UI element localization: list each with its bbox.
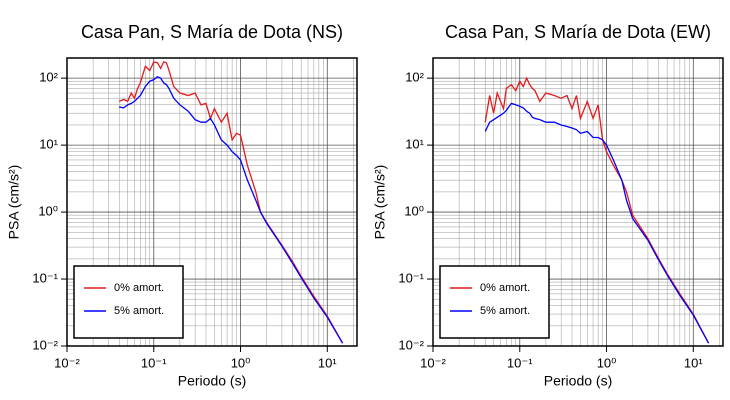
x-axis-label: Periodo (s) <box>178 373 246 389</box>
y-tick-label: 10² <box>39 70 58 85</box>
series-line <box>119 75 344 344</box>
y-tick-label: 10⁰ <box>38 204 58 219</box>
y-tick-label: 10⁻² <box>398 337 424 352</box>
legend: 0% amort. 5% amort. <box>439 265 550 339</box>
x-tick-label: 10⁰ <box>597 355 617 370</box>
legend: 0% amort. 5% amort. <box>73 265 184 339</box>
y-tick-label: 10¹ <box>405 137 424 152</box>
x-tick-label: 10⁻¹ <box>507 355 533 370</box>
plot-frame <box>66 57 358 347</box>
x-tick-label: 10⁻¹ <box>141 355 167 370</box>
x-tick-label: 10⁰ <box>231 355 251 370</box>
x-tick-label: 10⁻² <box>420 355 446 370</box>
y-tick-label: 10¹ <box>39 137 58 152</box>
chart-title: Casa Pan, S María de Dota (NS) <box>81 22 343 42</box>
legend-label: 0% amort. <box>480 282 530 294</box>
chart-title: Casa Pan, S María de Dota (EW) <box>445 22 711 42</box>
y-tick-label: 10² <box>405 70 424 85</box>
plot-frame <box>432 57 724 347</box>
y-tick-label: 10⁰ <box>404 204 424 219</box>
y-tick-label: 10⁻¹ <box>398 270 424 285</box>
x-tick-label: 10¹ <box>318 355 337 370</box>
y-tick-label: 10⁻¹ <box>32 270 58 285</box>
y-tick-label: 10⁻² <box>32 337 58 352</box>
legend-box <box>439 265 550 339</box>
y-axis-label: PSA (cm/s²) <box>372 165 388 240</box>
series-line <box>484 102 710 344</box>
x-tick-label: 10¹ <box>684 355 703 370</box>
x-tick-label: 10⁻² <box>54 355 80 370</box>
legend-label: 5% amort. <box>114 305 164 317</box>
x-axis-label: Periodo (s) <box>544 373 612 389</box>
legend-box <box>73 265 184 339</box>
series-line <box>484 76 710 344</box>
y-axis-label: PSA (cm/s²) <box>6 165 22 240</box>
legend-label: 5% amort. <box>480 305 530 317</box>
legend-label: 0% amort. <box>114 282 164 294</box>
